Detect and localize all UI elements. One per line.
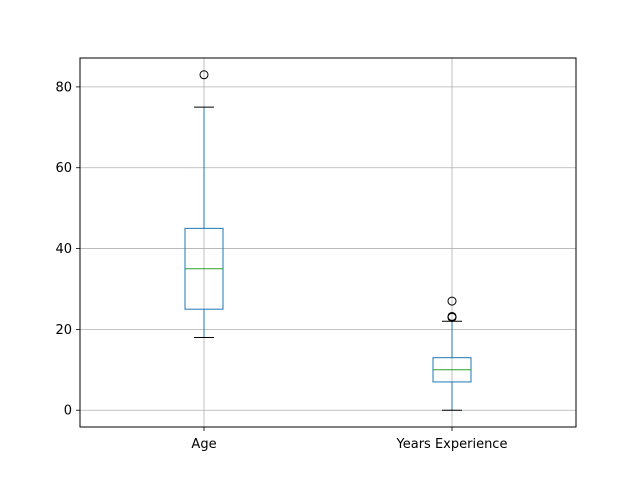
plot-frame	[79, 57, 577, 428]
ticks-layer: 0 20 40 60 80 Age Years Experience	[55, 80, 507, 452]
x-tick-label: Age	[191, 437, 216, 452]
boxplot-years-experience	[432, 296, 472, 411]
y-tick-label: 40	[55, 242, 72, 257]
y-tick-label: 20	[55, 323, 72, 338]
grid-layer	[80, 58, 576, 427]
outlier-point	[199, 70, 209, 80]
boxes-layer	[184, 70, 472, 411]
boxplot-age	[184, 70, 224, 338]
y-tick-label: 80	[55, 80, 72, 95]
y-tick-label: 0	[64, 404, 72, 419]
outlier-point	[447, 311, 457, 321]
y-tick-label: 60	[55, 161, 72, 176]
x-tick-label: Years Experience	[396, 437, 508, 452]
outlier-point	[447, 296, 457, 306]
